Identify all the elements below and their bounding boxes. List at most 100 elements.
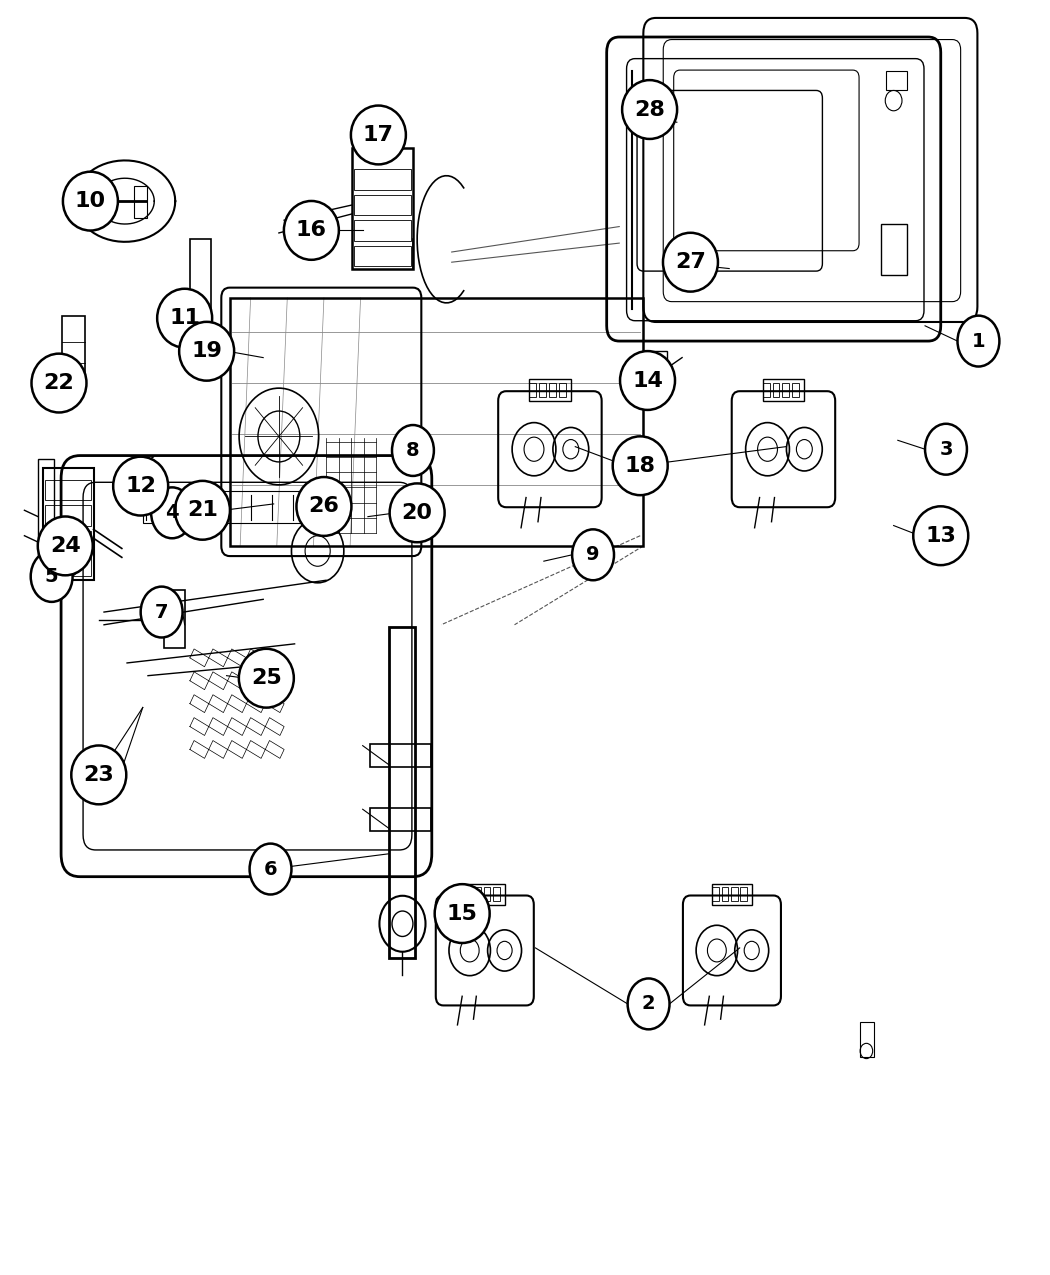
Bar (101, 186, 113, 218)
Bar (45, 556, 91, 576)
Bar (712, 887, 719, 901)
Bar (740, 887, 747, 901)
Bar (649, 351, 668, 389)
Bar (45, 530, 91, 551)
Bar (354, 170, 411, 190)
Bar (539, 382, 546, 398)
Bar (860, 1021, 874, 1057)
Bar (43, 468, 93, 580)
Bar (529, 379, 571, 400)
Text: 8: 8 (406, 441, 420, 460)
Text: 16: 16 (296, 221, 327, 241)
Text: 15: 15 (446, 904, 478, 923)
Ellipse shape (158, 288, 212, 348)
Bar (793, 382, 799, 398)
Bar (362, 116, 394, 148)
Text: 14: 14 (632, 371, 663, 390)
Ellipse shape (180, 321, 234, 381)
Bar (352, 148, 413, 269)
Bar (475, 887, 481, 901)
Text: 6: 6 (264, 859, 277, 878)
Bar (762, 382, 770, 398)
Text: 22: 22 (44, 374, 75, 393)
Bar (559, 382, 566, 398)
Text: 28: 28 (634, 99, 665, 120)
Ellipse shape (623, 80, 677, 139)
Text: 11: 11 (169, 309, 201, 328)
Ellipse shape (351, 106, 406, 164)
Ellipse shape (32, 353, 86, 413)
Ellipse shape (914, 506, 968, 565)
Bar (881, 224, 907, 275)
Bar (62, 316, 85, 389)
Circle shape (250, 844, 292, 895)
Circle shape (925, 423, 967, 474)
Text: 2: 2 (642, 994, 655, 1014)
Bar (773, 382, 779, 398)
Text: 10: 10 (75, 191, 106, 212)
Ellipse shape (38, 516, 92, 575)
Text: 5: 5 (45, 567, 59, 586)
Circle shape (958, 316, 1000, 366)
Bar (484, 887, 490, 901)
Bar (465, 884, 505, 905)
Ellipse shape (71, 746, 126, 805)
Ellipse shape (113, 456, 168, 515)
Ellipse shape (663, 233, 718, 292)
Ellipse shape (621, 351, 675, 411)
Text: 27: 27 (675, 252, 706, 272)
Text: 19: 19 (191, 342, 223, 361)
Circle shape (151, 487, 193, 538)
Bar (190, 240, 211, 314)
Text: 7: 7 (154, 603, 168, 621)
Text: 21: 21 (187, 500, 218, 520)
Bar (354, 246, 411, 266)
Circle shape (572, 529, 614, 580)
Bar (370, 808, 430, 831)
Bar (45, 479, 91, 500)
Text: 9: 9 (586, 546, 600, 565)
Ellipse shape (435, 884, 489, 944)
Bar (388, 627, 415, 958)
Bar (529, 382, 536, 398)
Bar (549, 382, 555, 398)
Circle shape (628, 978, 670, 1029)
Bar (354, 195, 411, 215)
Bar (712, 884, 752, 905)
Bar (731, 887, 737, 901)
Ellipse shape (238, 649, 294, 708)
Circle shape (392, 425, 434, 476)
Text: 13: 13 (925, 525, 957, 546)
Ellipse shape (284, 201, 339, 260)
Ellipse shape (390, 483, 444, 542)
Bar (782, 382, 790, 398)
Circle shape (141, 586, 183, 638)
Text: 17: 17 (363, 125, 394, 145)
Circle shape (30, 551, 72, 602)
Bar (143, 491, 327, 523)
Text: 20: 20 (402, 502, 433, 523)
Bar (886, 71, 907, 91)
Bar (465, 887, 471, 901)
Bar (762, 379, 804, 400)
Text: 4: 4 (165, 504, 178, 523)
Circle shape (408, 444, 417, 454)
Ellipse shape (296, 477, 352, 536)
Bar (38, 459, 54, 586)
Text: 1: 1 (971, 332, 985, 351)
Bar (164, 590, 185, 648)
Bar (721, 887, 728, 901)
Bar (230, 298, 644, 546)
Text: 23: 23 (83, 765, 114, 785)
Bar (494, 887, 500, 901)
Text: 3: 3 (940, 440, 952, 459)
Ellipse shape (175, 481, 230, 539)
Ellipse shape (63, 172, 118, 231)
Text: 26: 26 (309, 496, 339, 516)
Text: 25: 25 (251, 668, 281, 688)
Text: 18: 18 (625, 455, 655, 476)
Bar (354, 221, 411, 241)
Text: 12: 12 (125, 476, 156, 496)
Ellipse shape (613, 436, 668, 495)
Bar (45, 505, 91, 525)
